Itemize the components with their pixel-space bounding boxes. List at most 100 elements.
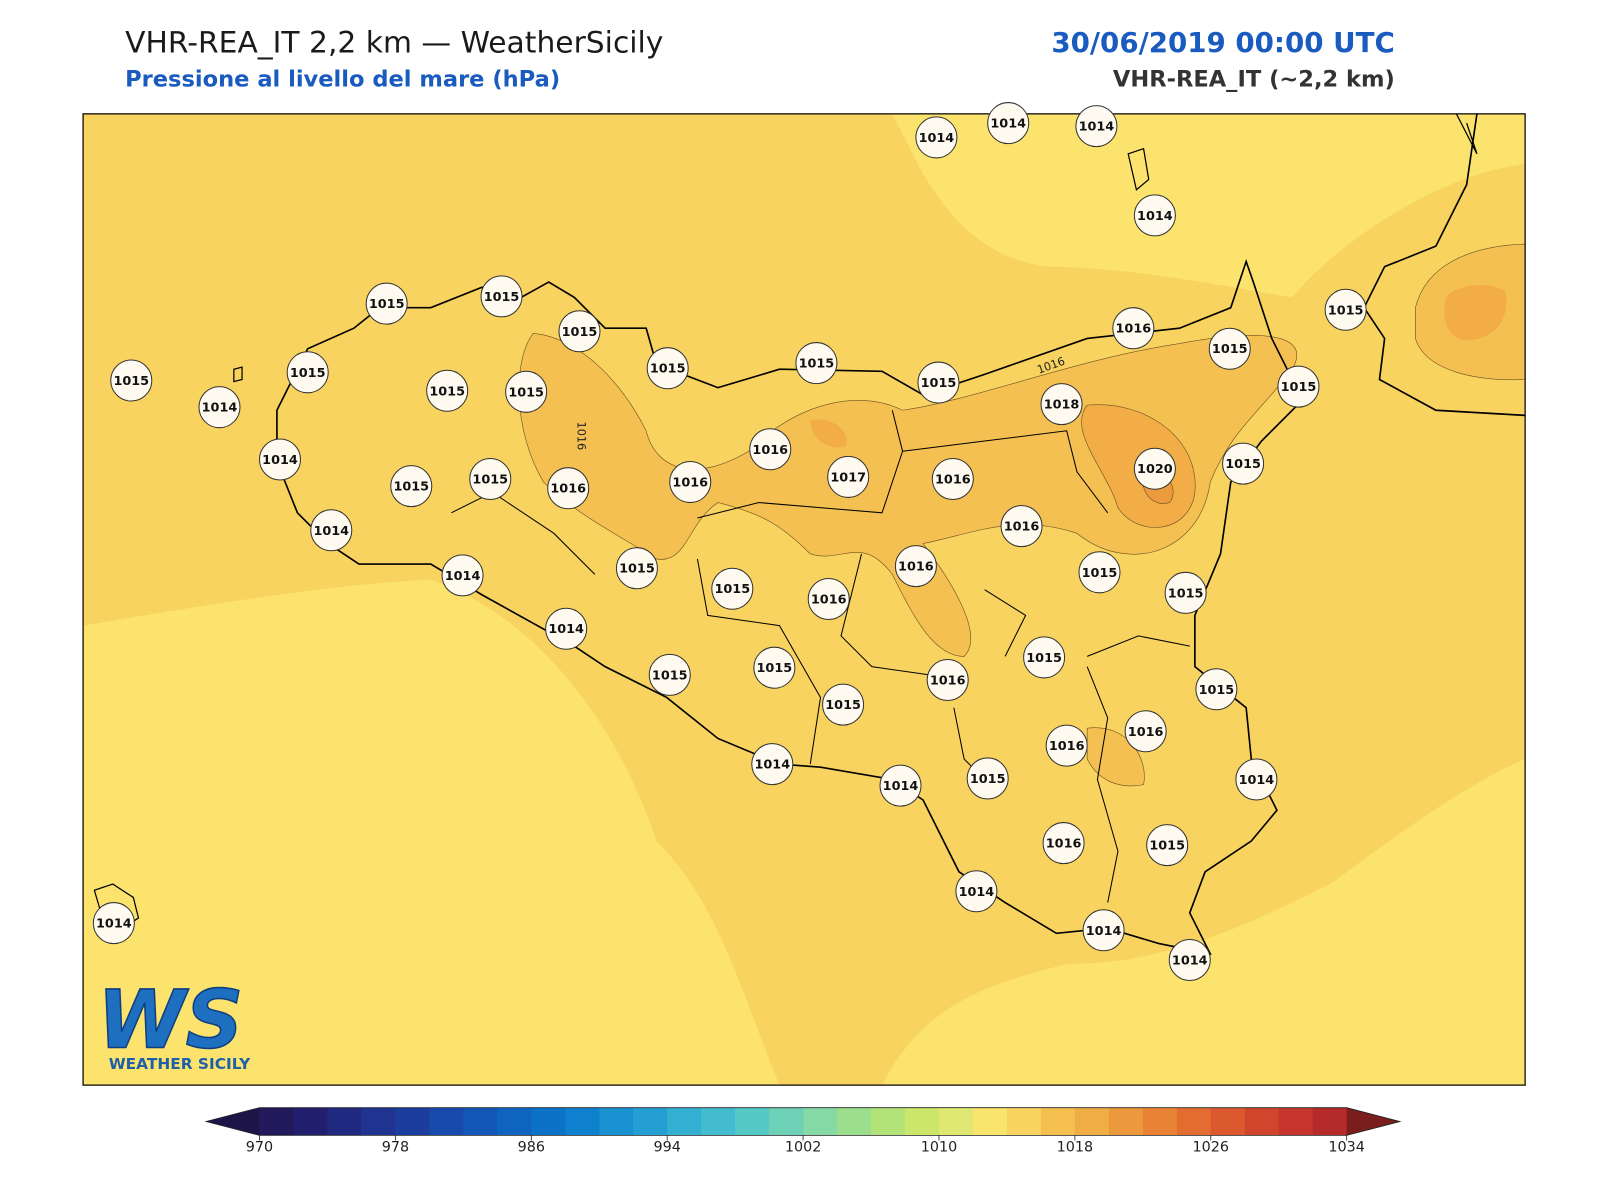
station: 1016: [931, 457, 974, 500]
colorbar-tick-label: 994: [653, 1140, 680, 1156]
station: 1015: [753, 646, 796, 689]
station: 1015: [426, 369, 469, 412]
station-marker: [751, 743, 794, 786]
station-value: 1015: [1328, 303, 1364, 318]
station: 1015: [558, 310, 601, 353]
colorbar-bin: [1040, 1107, 1076, 1136]
station: 1015: [505, 370, 548, 413]
station: 1015: [480, 275, 523, 318]
station-value: 1017: [830, 470, 866, 485]
station-value: 1015: [825, 698, 861, 713]
station: 1015: [1164, 571, 1207, 614]
station: 1016: [1112, 307, 1155, 350]
station-value: 1014: [883, 779, 919, 794]
station-value: 1016: [935, 473, 971, 488]
station-marker: [310, 509, 353, 552]
station: 1014: [545, 607, 588, 650]
station-value: 1015: [1149, 839, 1185, 854]
station-value: 1014: [262, 453, 298, 468]
station-marker: [1133, 194, 1176, 237]
station-value: 1014: [754, 758, 790, 773]
colorbar-tick-label: 1002: [785, 1140, 822, 1156]
station-marker: [1222, 442, 1265, 485]
pressure-field-low: [83, 579, 780, 1086]
colorbar-bin: [769, 1107, 804, 1136]
station: 1016: [926, 658, 969, 702]
station-value: 1016: [930, 674, 966, 689]
station-value: 1015: [1082, 566, 1118, 581]
colorbar-bin: [1176, 1107, 1212, 1136]
station: 1015: [469, 457, 512, 500]
station-value: 1015: [484, 290, 520, 305]
station: 1014: [1133, 194, 1176, 237]
station-marker: [879, 764, 922, 807]
station-value: 1015: [369, 297, 405, 312]
station-marker: [258, 438, 302, 481]
station-marker: [1164, 571, 1207, 614]
station-value: 1014: [548, 622, 584, 637]
station-value: 1016: [1128, 725, 1164, 740]
province-borders: [451, 410, 1190, 903]
station: 1015: [1277, 365, 1320, 408]
model-label: VHR-REA_IT (~2,2 km): [1113, 67, 1395, 93]
station-marker: [390, 465, 433, 508]
colorbar-tick-label: 978: [382, 1140, 409, 1156]
station: 1014: [1168, 938, 1211, 982]
station-marker: [92, 902, 135, 945]
station: 1015: [966, 757, 1009, 800]
colorbar-bin: [565, 1107, 600, 1136]
station-value: 1016: [898, 560, 934, 575]
colorbar-bin: [1244, 1107, 1280, 1136]
station-marker: [753, 646, 796, 689]
logo-mark: WS: [97, 974, 243, 1067]
station-value: 1015: [970, 772, 1006, 787]
colorbar-bin: [1312, 1107, 1348, 1136]
station: 1020: [1133, 447, 1176, 490]
station-marker: [669, 461, 712, 504]
station-marker: [648, 653, 691, 696]
station: 1014: [198, 386, 241, 429]
station-marker: [1277, 365, 1320, 408]
station-marker: [110, 359, 153, 402]
station: 1017: [827, 455, 870, 498]
pressure-field-low: [892, 113, 1526, 298]
colorbar-tick-label: 1018: [1057, 1140, 1094, 1156]
station-marker: [987, 102, 1030, 145]
pressure-field-1018: [1444, 285, 1507, 341]
stations: 1014 1014 1014 1014 1015 1015 1015 1015 1015 1015…: [92, 102, 1367, 982]
sicily-coastline: [276, 259, 1304, 955]
station-marker: [1146, 824, 1189, 867]
station-value: 1014: [1172, 954, 1208, 969]
colorbar-bin: [1278, 1107, 1314, 1136]
station-value: 1015: [1225, 457, 1261, 472]
station-marker: [1075, 105, 1118, 148]
station-value: 1015: [113, 374, 149, 389]
station-marker: [1045, 724, 1088, 767]
station-marker: [469, 457, 512, 500]
station-value: 1015: [562, 325, 598, 340]
station-value: 1015: [650, 362, 686, 377]
colorbar-bin: [463, 1107, 498, 1136]
station: 1015: [648, 653, 691, 696]
station: 1015: [1222, 442, 1265, 485]
station-marker: [795, 342, 838, 385]
contour-label: 1016: [575, 422, 588, 451]
station-marker: [286, 351, 329, 394]
station-marker: [822, 683, 865, 726]
station: 1015: [365, 282, 408, 325]
station-value: 1016: [811, 593, 847, 608]
colorbar-bin: [803, 1107, 838, 1136]
station-marker: [1235, 758, 1278, 801]
station-marker: [426, 369, 469, 412]
colorbar-bin: [1108, 1107, 1144, 1136]
station-marker: [198, 386, 241, 429]
colorbar-bin: [633, 1107, 668, 1136]
station-marker: [1078, 551, 1121, 594]
station-value: 1014: [1137, 209, 1173, 224]
station: 1016: [1045, 724, 1088, 767]
station: 1015: [917, 361, 960, 404]
station: 1015: [1195, 668, 1238, 711]
station-value: 1020: [1137, 462, 1173, 477]
station-value: 1015: [619, 562, 655, 577]
station-value: 1014: [1086, 924, 1122, 939]
